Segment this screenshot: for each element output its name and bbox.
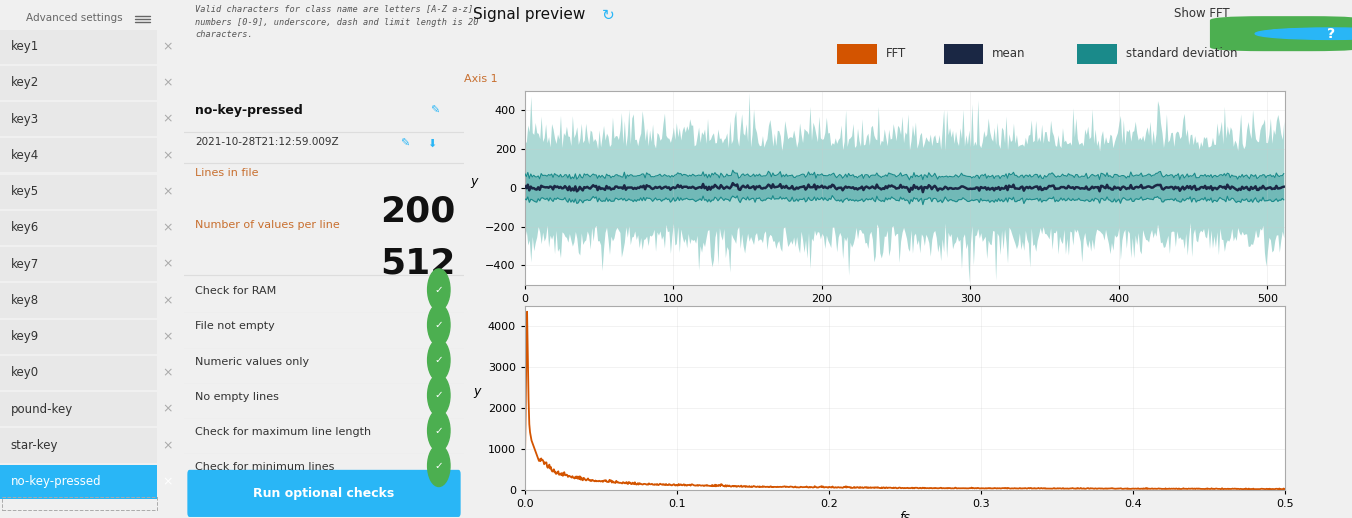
- Text: key4: key4: [11, 149, 39, 162]
- Text: Check for minimum lines: Check for minimum lines: [195, 463, 334, 472]
- FancyBboxPatch shape: [0, 465, 157, 499]
- Text: ?: ?: [1326, 26, 1334, 41]
- Text: ✓: ✓: [434, 461, 443, 471]
- Text: ×: ×: [162, 294, 173, 307]
- FancyBboxPatch shape: [0, 356, 157, 390]
- Text: Axis 1: Axis 1: [464, 74, 498, 84]
- FancyBboxPatch shape: [188, 470, 461, 517]
- FancyBboxPatch shape: [0, 175, 157, 209]
- Text: Valid characters for class name are letters [A-Z a-z],
numbers [0-9], underscore: Valid characters for class name are lett…: [195, 5, 479, 39]
- Text: ⬇: ⬇: [427, 139, 437, 149]
- Circle shape: [427, 375, 450, 416]
- Text: Advanced settings: Advanced settings: [27, 13, 123, 23]
- Text: ×: ×: [162, 330, 173, 343]
- Text: ×: ×: [162, 439, 173, 452]
- Text: Numeric values only: Numeric values only: [195, 357, 310, 367]
- Circle shape: [427, 445, 450, 486]
- FancyBboxPatch shape: [0, 102, 157, 136]
- Text: ×: ×: [162, 402, 173, 416]
- Text: ✎: ✎: [430, 106, 439, 116]
- Y-axis label: y: y: [470, 175, 477, 188]
- Text: Signal preview: Signal preview: [473, 7, 585, 22]
- X-axis label: x: x: [902, 307, 909, 320]
- Text: 200: 200: [380, 194, 456, 228]
- Circle shape: [1265, 30, 1345, 35]
- Y-axis label: y: y: [473, 384, 480, 398]
- Text: star-key: star-key: [11, 439, 58, 452]
- FancyBboxPatch shape: [0, 138, 157, 172]
- Text: ×: ×: [162, 257, 173, 271]
- Text: no-key-pressed: no-key-pressed: [11, 475, 101, 488]
- FancyBboxPatch shape: [0, 283, 157, 318]
- Text: ✓: ✓: [434, 355, 443, 365]
- Text: ×: ×: [162, 112, 173, 126]
- Text: key7: key7: [11, 257, 39, 271]
- Text: ×: ×: [162, 475, 173, 488]
- Text: key9: key9: [11, 330, 39, 343]
- Text: ×: ×: [162, 76, 173, 90]
- FancyBboxPatch shape: [944, 44, 983, 64]
- Text: pound-key: pound-key: [11, 402, 73, 416]
- FancyBboxPatch shape: [0, 66, 157, 100]
- FancyBboxPatch shape: [0, 247, 157, 281]
- FancyBboxPatch shape: [1210, 16, 1352, 51]
- Text: Check for RAM: Check for RAM: [195, 286, 276, 296]
- Circle shape: [427, 339, 450, 381]
- FancyBboxPatch shape: [0, 30, 157, 64]
- Text: mean: mean: [992, 47, 1026, 61]
- Text: key5: key5: [11, 185, 39, 198]
- Text: FFT: FFT: [886, 47, 906, 61]
- Text: key6: key6: [11, 221, 39, 235]
- Text: ↻: ↻: [602, 8, 614, 23]
- Text: key0: key0: [11, 366, 39, 380]
- FancyBboxPatch shape: [1076, 44, 1117, 64]
- Text: standard deviation: standard deviation: [1126, 47, 1237, 61]
- Text: ✓: ✓: [434, 391, 443, 400]
- FancyBboxPatch shape: [0, 392, 157, 426]
- FancyBboxPatch shape: [0, 428, 157, 463]
- Text: Number of values per line: Number of values per line: [195, 220, 339, 230]
- Text: ×: ×: [162, 366, 173, 380]
- Text: 512: 512: [380, 246, 456, 280]
- Circle shape: [1255, 28, 1352, 39]
- X-axis label: fs: fs: [899, 511, 910, 518]
- Text: Check for maximum line length: Check for maximum line length: [195, 427, 372, 437]
- Text: key8: key8: [11, 294, 39, 307]
- Text: ✓: ✓: [434, 285, 443, 295]
- FancyBboxPatch shape: [837, 44, 877, 64]
- Text: ✓: ✓: [434, 320, 443, 330]
- FancyBboxPatch shape: [0, 211, 157, 245]
- Text: ×: ×: [162, 221, 173, 235]
- Text: ×: ×: [162, 40, 173, 53]
- Text: ×: ×: [162, 149, 173, 162]
- Text: ×: ×: [162, 185, 173, 198]
- Text: ✓: ✓: [434, 426, 443, 436]
- Text: Lines in file: Lines in file: [195, 168, 258, 178]
- Circle shape: [427, 304, 450, 346]
- Text: ✎: ✎: [400, 139, 408, 149]
- Text: no-key-pressed: no-key-pressed: [195, 104, 303, 117]
- Text: No empty lines: No empty lines: [195, 392, 279, 402]
- Text: 2021-10-28T21:12:59.009Z: 2021-10-28T21:12:59.009Z: [195, 137, 339, 147]
- Text: Show FFT: Show FFT: [1175, 7, 1230, 20]
- Text: File not empty: File not empty: [195, 322, 274, 332]
- Circle shape: [427, 410, 450, 451]
- Text: key3: key3: [11, 112, 39, 126]
- Text: key1: key1: [11, 40, 39, 53]
- FancyBboxPatch shape: [0, 320, 157, 354]
- Text: Run optional checks: Run optional checks: [253, 487, 395, 500]
- Circle shape: [427, 269, 450, 310]
- Text: key2: key2: [11, 76, 39, 90]
